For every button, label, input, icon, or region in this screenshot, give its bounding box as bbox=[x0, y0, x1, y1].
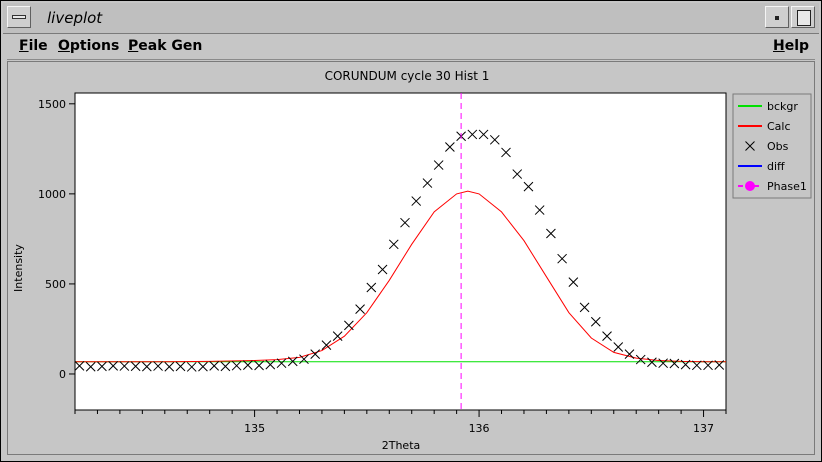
legend-label-bckgr: bckgr bbox=[767, 100, 798, 113]
obs-point bbox=[186, 362, 197, 372]
x-tick-label: 135 bbox=[244, 422, 265, 435]
legend-label-calc: Calc bbox=[767, 120, 791, 133]
obs-point bbox=[590, 316, 601, 327]
obs-point bbox=[108, 361, 119, 371]
maximize-icon[interactable] bbox=[791, 6, 815, 28]
y-tick-label: 1000 bbox=[38, 188, 66, 201]
obs-point bbox=[310, 349, 321, 360]
legend: bckgr Calc Obs diff Phase1 bbox=[732, 93, 812, 199]
obs-point bbox=[658, 358, 668, 369]
window-title: liveplot bbox=[47, 9, 103, 27]
obs-point bbox=[433, 160, 444, 170]
obs-point bbox=[287, 356, 298, 367]
obs-point bbox=[501, 147, 511, 158]
window-menu-icon[interactable] bbox=[7, 6, 31, 28]
obs-point bbox=[400, 217, 410, 228]
obs-point bbox=[265, 359, 276, 370]
obs-point bbox=[175, 361, 186, 372]
menu-peak-gen[interactable]: Peak Gen bbox=[128, 38, 203, 54]
minimize-icon[interactable] bbox=[765, 6, 789, 28]
obs-point bbox=[332, 331, 343, 342]
menu-bar: File Options Peak Gen Help bbox=[7, 35, 815, 60]
obs-point bbox=[714, 360, 725, 370]
obs-point bbox=[669, 358, 680, 369]
obs-point bbox=[635, 354, 646, 365]
obs-point bbox=[344, 320, 354, 331]
obs-point bbox=[512, 169, 523, 179]
obs-point bbox=[422, 178, 433, 188]
chart[interactable]: CORUNDUM cycle 30 Hist 1 135 136 137 0 500 10… bbox=[8, 62, 814, 454]
obs-point bbox=[624, 349, 635, 360]
y-tick-label: 1500 bbox=[38, 98, 66, 111]
x-tick-label: 136 bbox=[469, 422, 490, 435]
obs-point bbox=[299, 354, 309, 365]
y-axis-label: Intensity bbox=[12, 244, 25, 292]
obs-point bbox=[691, 360, 702, 371]
plot-frame bbox=[74, 92, 727, 411]
obs-point bbox=[164, 361, 175, 372]
obs-point bbox=[85, 361, 96, 372]
obs-point bbox=[366, 282, 377, 293]
obs-point bbox=[276, 358, 287, 369]
obs-point bbox=[231, 360, 242, 371]
chart-title: CORUNDUM cycle 30 Hist 1 bbox=[325, 69, 490, 83]
obs-point bbox=[153, 361, 163, 371]
obs-point bbox=[489, 134, 500, 145]
obs-point bbox=[321, 340, 332, 351]
obs-point bbox=[568, 277, 579, 287]
obs-point bbox=[680, 359, 691, 370]
obs-point bbox=[242, 360, 253, 371]
x-tick-label: 137 bbox=[693, 422, 714, 435]
obs-point bbox=[411, 196, 422, 206]
obs-point bbox=[445, 142, 455, 152]
obs-point bbox=[602, 331, 612, 342]
obs-point bbox=[377, 264, 388, 275]
obs-point bbox=[97, 361, 107, 372]
obs-point bbox=[74, 361, 85, 371]
legend-label-phase1: Phase1 bbox=[767, 180, 807, 193]
plot-area: CORUNDUM cycle 30 Hist 1 135 136 137 0 500 10… bbox=[7, 61, 815, 455]
obs-point bbox=[130, 361, 141, 372]
obs-point bbox=[198, 361, 208, 372]
obs-point bbox=[534, 205, 545, 215]
legend-swatch-obs bbox=[745, 141, 755, 151]
y-tick-label: 500 bbox=[45, 278, 66, 291]
obs-point bbox=[388, 239, 399, 250]
x-axis-label: 2Theta bbox=[382, 439, 421, 452]
obs-point bbox=[254, 360, 264, 371]
legend-swatch-phase1 bbox=[738, 181, 762, 191]
obs-point bbox=[141, 361, 152, 372]
menu-options[interactable]: Options bbox=[58, 38, 120, 54]
obs-point bbox=[523, 181, 534, 192]
legend-frame bbox=[732, 93, 812, 199]
obs-point bbox=[467, 129, 478, 140]
obs-point bbox=[613, 342, 624, 352]
menu-help[interactable]: Help bbox=[773, 38, 810, 54]
obs-point bbox=[546, 228, 556, 239]
legend-label-obs: Obs bbox=[767, 140, 789, 153]
obs-point bbox=[478, 129, 489, 140]
obs-point bbox=[703, 360, 713, 371]
menu-file[interactable]: File bbox=[19, 38, 48, 54]
obs-point bbox=[209, 361, 220, 371]
obs-point bbox=[557, 253, 567, 264]
y-tick-label: 0 bbox=[59, 368, 66, 381]
obs-point bbox=[355, 304, 365, 314]
obs-point bbox=[119, 361, 130, 371]
title-bar[interactable]: liveplot bbox=[3, 3, 819, 34]
calc-line bbox=[75, 190, 726, 363]
obs-point bbox=[220, 361, 231, 372]
obs-point bbox=[579, 302, 590, 313]
legend-label-diff: diff bbox=[767, 160, 785, 173]
obs-point bbox=[647, 357, 657, 368]
